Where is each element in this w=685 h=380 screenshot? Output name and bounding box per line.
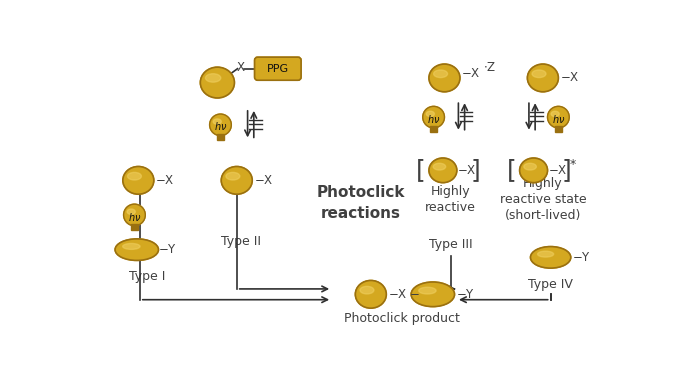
- Text: X: X: [236, 61, 245, 74]
- Text: $-$Y: $-$Y: [573, 251, 591, 264]
- Ellipse shape: [547, 106, 569, 128]
- Ellipse shape: [530, 247, 571, 268]
- Text: $h\nu$: $h\nu$: [214, 120, 227, 133]
- Text: Type III: Type III: [429, 238, 473, 251]
- Ellipse shape: [210, 114, 232, 136]
- Ellipse shape: [213, 119, 221, 124]
- Ellipse shape: [527, 64, 558, 92]
- Text: Photoclick product: Photoclick product: [344, 312, 460, 325]
- Text: Type I: Type I: [129, 270, 166, 283]
- Text: $-$X: $-$X: [254, 174, 273, 187]
- Text: [: [: [416, 158, 426, 182]
- Text: $h\nu$: $h\nu$: [128, 211, 141, 223]
- Ellipse shape: [538, 251, 553, 257]
- Ellipse shape: [524, 163, 536, 170]
- Ellipse shape: [426, 111, 434, 117]
- Ellipse shape: [127, 173, 141, 180]
- Ellipse shape: [434, 70, 447, 78]
- Ellipse shape: [123, 204, 145, 226]
- Text: $-$X: $-$X: [547, 164, 567, 177]
- Text: $-$Y: $-$Y: [158, 243, 177, 256]
- Ellipse shape: [200, 67, 234, 98]
- Text: Highly
reactive: Highly reactive: [425, 185, 476, 214]
- Bar: [131, 224, 138, 230]
- Text: Type II: Type II: [221, 236, 260, 249]
- Text: $-$X: $-$X: [560, 71, 580, 84]
- Text: Type IV: Type IV: [528, 278, 573, 291]
- Ellipse shape: [532, 70, 546, 78]
- Text: $\cdot$Z: $\cdot$Z: [483, 61, 497, 74]
- Text: Photoclick
reactions: Photoclick reactions: [316, 185, 405, 222]
- FancyBboxPatch shape: [255, 57, 301, 80]
- Text: $-$X: $-$X: [155, 174, 175, 187]
- Text: PPG: PPG: [266, 64, 289, 74]
- Text: $-$X: $-$X: [457, 164, 476, 177]
- Text: ]: ]: [471, 158, 480, 182]
- Ellipse shape: [419, 287, 436, 294]
- Ellipse shape: [551, 111, 559, 117]
- Ellipse shape: [429, 158, 457, 183]
- Text: $h\nu$: $h\nu$: [427, 113, 440, 125]
- Ellipse shape: [221, 166, 252, 194]
- Ellipse shape: [411, 282, 455, 307]
- Ellipse shape: [429, 64, 460, 92]
- Text: ]: ]: [561, 158, 571, 182]
- Ellipse shape: [433, 163, 446, 170]
- Bar: [216, 134, 224, 140]
- Text: [: [: [507, 158, 516, 182]
- Ellipse shape: [123, 244, 140, 249]
- Ellipse shape: [226, 173, 240, 180]
- Ellipse shape: [520, 158, 547, 183]
- Ellipse shape: [123, 166, 154, 194]
- Text: *: *: [569, 158, 575, 171]
- Text: $-$X: $-$X: [462, 67, 481, 80]
- Ellipse shape: [115, 239, 158, 260]
- Text: $-$X $-$: $-$X $-$: [388, 288, 420, 301]
- Text: $h\nu$: $h\nu$: [551, 113, 565, 125]
- Ellipse shape: [360, 287, 374, 294]
- Ellipse shape: [127, 209, 135, 214]
- Ellipse shape: [206, 74, 221, 82]
- Text: Highly
reactive state
(short-lived): Highly reactive state (short-lived): [499, 177, 586, 222]
- Text: $-$Y: $-$Y: [456, 288, 475, 301]
- Bar: [555, 126, 562, 132]
- Bar: [429, 126, 438, 132]
- Ellipse shape: [423, 106, 445, 128]
- Ellipse shape: [356, 280, 386, 308]
